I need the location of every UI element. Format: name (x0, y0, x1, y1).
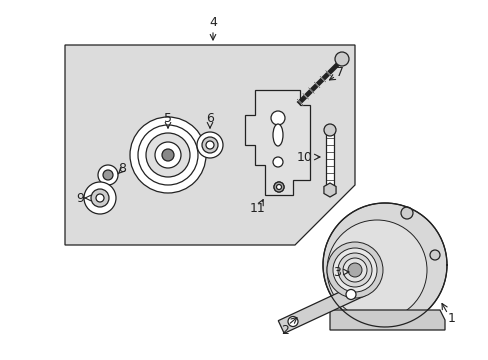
Text: 5: 5 (163, 112, 172, 125)
Circle shape (103, 170, 113, 180)
Circle shape (146, 133, 190, 177)
Text: 6: 6 (205, 112, 214, 125)
Circle shape (205, 141, 214, 149)
Circle shape (346, 289, 355, 300)
Text: 2: 2 (281, 324, 288, 337)
Circle shape (272, 157, 283, 167)
Circle shape (326, 220, 426, 320)
Text: 4: 4 (209, 15, 217, 28)
Circle shape (91, 189, 109, 207)
Circle shape (334, 52, 348, 66)
Circle shape (155, 142, 181, 168)
Text: 9: 9 (76, 192, 84, 204)
Circle shape (202, 137, 218, 153)
Circle shape (342, 258, 366, 282)
Circle shape (324, 124, 335, 136)
Polygon shape (329, 310, 444, 330)
Polygon shape (65, 45, 354, 245)
Circle shape (96, 194, 104, 202)
Text: 7: 7 (335, 66, 343, 78)
Circle shape (337, 253, 371, 287)
Circle shape (347, 263, 361, 277)
Circle shape (98, 165, 118, 185)
Circle shape (287, 316, 297, 327)
Text: 11: 11 (250, 202, 265, 215)
Circle shape (138, 125, 198, 185)
Circle shape (400, 207, 412, 219)
Circle shape (332, 248, 376, 292)
Text: 10: 10 (296, 150, 312, 163)
Circle shape (273, 182, 284, 192)
Circle shape (130, 117, 205, 193)
Ellipse shape (272, 124, 283, 146)
Circle shape (162, 149, 174, 161)
Circle shape (197, 132, 223, 158)
Polygon shape (278, 283, 365, 333)
Circle shape (84, 182, 116, 214)
Circle shape (326, 242, 382, 298)
Circle shape (323, 203, 446, 327)
Circle shape (270, 111, 285, 125)
Text: 8: 8 (118, 162, 126, 175)
Text: 3: 3 (332, 266, 340, 279)
Circle shape (429, 250, 439, 260)
Circle shape (276, 185, 281, 189)
Circle shape (273, 182, 284, 192)
FancyBboxPatch shape (325, 133, 333, 188)
Text: 1: 1 (447, 311, 455, 324)
Polygon shape (244, 90, 309, 195)
